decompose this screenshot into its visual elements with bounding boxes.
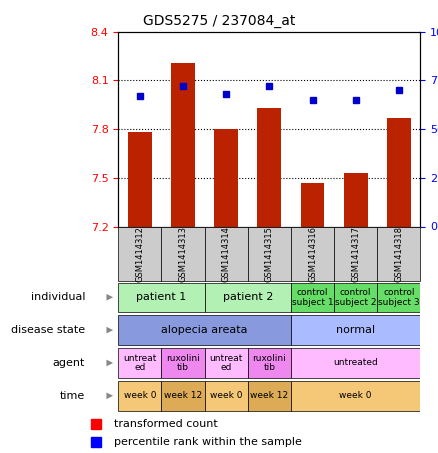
- Text: GSM1414312: GSM1414312: [135, 226, 145, 282]
- Bar: [214, 129, 238, 226]
- Text: ruxolini
tib: ruxolini tib: [166, 354, 200, 372]
- Text: untreat
ed: untreat ed: [209, 354, 243, 372]
- Bar: [377, 283, 420, 312]
- Bar: [118, 283, 205, 312]
- Bar: [300, 183, 325, 226]
- Text: GSM1414314: GSM1414314: [222, 226, 231, 282]
- Bar: [334, 283, 377, 312]
- Text: ruxolini
tib: ruxolini tib: [252, 354, 286, 372]
- Text: percentile rank within the sample: percentile rank within the sample: [114, 437, 302, 447]
- Bar: [118, 348, 162, 378]
- Text: week 0: week 0: [210, 391, 243, 400]
- Text: time: time: [60, 391, 85, 401]
- Text: agent: agent: [53, 358, 85, 368]
- Bar: [205, 348, 248, 378]
- Bar: [118, 226, 162, 281]
- Bar: [205, 226, 248, 281]
- Bar: [258, 108, 281, 226]
- Text: GDS5275 / 237084_at: GDS5275 / 237084_at: [143, 14, 295, 28]
- Text: normal: normal: [336, 325, 375, 335]
- Bar: [162, 348, 205, 378]
- Bar: [248, 226, 291, 281]
- Text: GSM1414316: GSM1414316: [308, 226, 317, 282]
- Text: week 0: week 0: [124, 391, 156, 400]
- Bar: [205, 283, 291, 312]
- Bar: [377, 226, 420, 281]
- Text: control
subject 3: control subject 3: [378, 288, 420, 307]
- Bar: [387, 118, 411, 226]
- Text: GSM1414318: GSM1414318: [394, 226, 403, 282]
- Bar: [171, 63, 195, 226]
- Text: patient 1: patient 1: [136, 292, 187, 302]
- Bar: [118, 381, 162, 410]
- Bar: [291, 348, 420, 378]
- Bar: [291, 226, 334, 281]
- Bar: [248, 348, 291, 378]
- Text: GSM1414315: GSM1414315: [265, 226, 274, 282]
- Text: control
subject 2: control subject 2: [335, 288, 377, 307]
- Bar: [291, 283, 334, 312]
- Bar: [334, 226, 377, 281]
- Bar: [248, 381, 291, 410]
- Text: week 0: week 0: [339, 391, 372, 400]
- Bar: [162, 226, 205, 281]
- Text: disease state: disease state: [11, 325, 85, 335]
- Bar: [128, 132, 152, 226]
- Bar: [344, 173, 367, 226]
- Text: GSM1414317: GSM1414317: [351, 226, 360, 282]
- Text: week 12: week 12: [164, 391, 202, 400]
- Text: transformed count: transformed count: [114, 419, 218, 429]
- Text: individual: individual: [31, 292, 85, 302]
- Text: alopecia areata: alopecia areata: [161, 325, 248, 335]
- Bar: [205, 381, 248, 410]
- Bar: [291, 315, 420, 345]
- Bar: [291, 381, 420, 410]
- Bar: [118, 315, 291, 345]
- Text: untreated: untreated: [333, 358, 378, 367]
- Text: week 12: week 12: [250, 391, 289, 400]
- Text: GSM1414313: GSM1414313: [179, 226, 187, 282]
- Text: patient 2: patient 2: [223, 292, 273, 302]
- Text: control
subject 1: control subject 1: [292, 288, 333, 307]
- Text: untreat
ed: untreat ed: [123, 354, 156, 372]
- Bar: [162, 381, 205, 410]
